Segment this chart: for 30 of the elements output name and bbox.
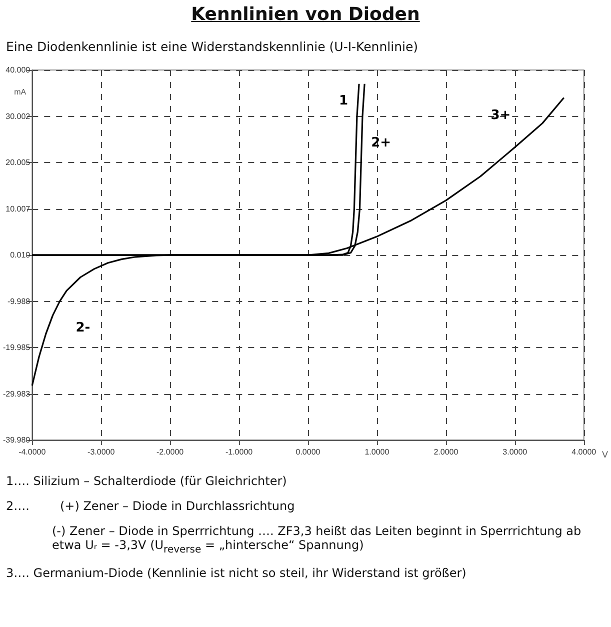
x-tick-label: 4.0000 — [572, 448, 597, 456]
x-tick-label: 2.0000 — [434, 448, 459, 456]
x-tick-label: -1.0000 — [225, 448, 254, 456]
x-tick-label: -3.0000 — [88, 448, 116, 456]
y-tick-label: 20.005 — [6, 158, 31, 167]
annotation: 2- — [76, 320, 90, 336]
annotation: 1 — [338, 93, 348, 108]
text: 2…. (+) Zener – Diode in Durchlassrichtung — [6, 499, 296, 513]
text: (-) Zener – Diode in Sperrrichtung …. ZF3,3 heißt das Leiten beginnt in Sperrrichtung ab etwa Uᵣ = -3,3V (U$_{reverse}$ = „hintersche“ Spannung) — [51, 524, 582, 556]
y-tick-label: 10.007 — [6, 204, 31, 214]
y-tick-label: -9.988 — [7, 296, 31, 306]
y-tick-label: -39.980 — [2, 436, 31, 444]
x-tick-label: 1.0000 — [364, 448, 390, 456]
x-tick-label: 0.0000 — [296, 448, 321, 456]
chart-title: Kennlinien von Dioden — [190, 4, 421, 25]
x-tick-label: -4.0000 — [18, 448, 46, 456]
text: 3…. Germanium-Diode (Kennlinie ist nicht so steil, ihr Widerstand ist größer) — [6, 566, 468, 580]
text: 1…. Silizium – Schalterdiode (für Gleichrichter) — [6, 474, 288, 488]
x-tick-label: -2.0000 — [156, 448, 184, 456]
x-tick-label: 3.0000 — [502, 448, 528, 456]
chart-subtitle: Eine Diodenkennlinie ist eine Widerstandskennlinie (U-I-Kennlinie) — [6, 39, 420, 54]
x-axis-title: V — [602, 450, 608, 460]
y-tick-label: 0.010 — [10, 250, 31, 260]
annotation: 2+ — [371, 136, 392, 151]
y-tick-label: -29.983 — [2, 389, 31, 398]
y-tick-label: -19.985 — [2, 343, 31, 352]
y-tick-label: 40.000 — [6, 66, 31, 74]
y-axis-title: mA — [14, 88, 27, 96]
annotation: 3+ — [490, 108, 511, 124]
y-tick-label: 30.002 — [6, 112, 31, 121]
